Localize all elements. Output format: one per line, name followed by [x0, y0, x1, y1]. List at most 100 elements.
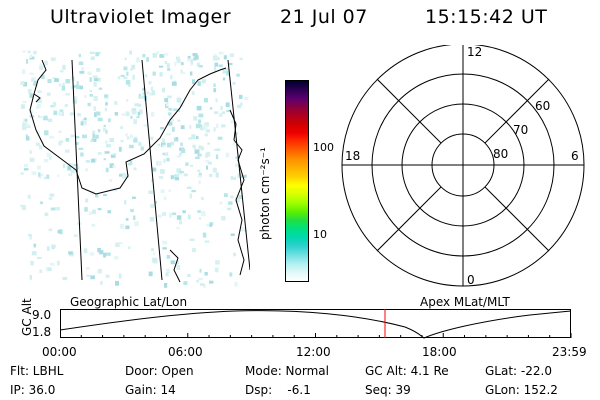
- emission-pixel: [27, 88, 32, 94]
- emission-pixel: [177, 171, 182, 175]
- emission-pixel: [193, 116, 198, 121]
- gc-alt-value: GC Alt: 4.1 Re: [365, 364, 449, 378]
- emission-pixel: [89, 77, 92, 82]
- emission-pixel: [215, 98, 218, 103]
- emission-pixel: [49, 136, 54, 139]
- emission-pixel: [205, 155, 208, 158]
- emission-pixel: [241, 175, 246, 179]
- emission-pixel: [189, 125, 192, 129]
- emission-pixel: [164, 283, 168, 288]
- emission-pixel: [130, 68, 133, 71]
- emission-pixel: [215, 148, 221, 151]
- emission-pixel: [176, 215, 182, 220]
- gc-alt-max: 9.0: [32, 308, 52, 322]
- emission-pixel: [104, 107, 108, 112]
- emission-pixel: [106, 252, 111, 256]
- emission-pixel: [226, 109, 231, 113]
- emission-pixel: [160, 189, 165, 193]
- emission-pixel: [130, 208, 134, 213]
- emission-pixel: [126, 71, 129, 76]
- emission-pixel: [189, 193, 192, 199]
- emission-pixel: [219, 201, 223, 205]
- emission-pixel: [62, 64, 66, 70]
- emission-pixel: [176, 265, 181, 270]
- emission-pixel: [98, 250, 104, 255]
- emission-pixel: [47, 246, 50, 251]
- coastline: [33, 93, 41, 103]
- emission-pixel: [170, 260, 175, 265]
- emission-pixel: [200, 283, 205, 286]
- emission-pixel: [89, 51, 95, 54]
- emission-pixel: [48, 197, 53, 200]
- emission-pixel: [20, 81, 25, 85]
- emission-pixel: [127, 83, 131, 87]
- emission-pixel: [70, 86, 74, 90]
- emission-pixel: [98, 77, 101, 82]
- emission-pixel: [215, 172, 219, 178]
- emission-pixel: [84, 207, 88, 212]
- emission-pixel: [97, 269, 102, 274]
- dsp-value: Dsp: -6.1: [245, 383, 311, 397]
- emission-pixel: [159, 54, 165, 58]
- filter-value: Flt: LBHL: [10, 364, 64, 378]
- x-tick-2359: 23:59: [552, 345, 587, 359]
- emission-pixel: [44, 130, 49, 136]
- emission-pixel: [58, 130, 62, 133]
- emission-pixel: [223, 55, 227, 60]
- emission-pixel: [130, 115, 133, 119]
- emission-pixel: [105, 129, 108, 134]
- time-ticks: [60, 333, 572, 338]
- emission-pixel: [151, 90, 156, 96]
- emission-pixel: [113, 187, 118, 192]
- emission-pixel: [169, 115, 173, 118]
- emission-pixel: [205, 152, 209, 157]
- emission-pixel: [83, 117, 87, 120]
- emission-pixel: [50, 207, 56, 211]
- emission-pixel: [151, 112, 155, 117]
- emission-pixel: [235, 156, 240, 159]
- emission-pixel: [209, 280, 214, 284]
- emission-pixel: [108, 118, 111, 123]
- emission-pixel: [183, 173, 188, 177]
- emission-pixel: [196, 135, 199, 140]
- emission-pixel: [150, 203, 155, 208]
- emission-pixel: [109, 178, 112, 183]
- emission-pixel: [20, 172, 24, 175]
- emission-pixel: [139, 109, 143, 115]
- emission-pixel: [228, 201, 233, 205]
- emission-pixel: [136, 116, 140, 119]
- emission-pixel: [93, 106, 96, 111]
- emission-pixel: [197, 153, 202, 157]
- emission-pixel: [94, 112, 97, 118]
- emission-pixel: [31, 251, 37, 256]
- emission-pixel: [200, 124, 203, 128]
- emission-pixel: [84, 120, 87, 125]
- emission-pixel: [37, 257, 42, 259]
- emission-pixel: [137, 111, 140, 116]
- emission-pixel: [84, 95, 87, 98]
- emission-pixel: [180, 69, 183, 74]
- emission-pixel: [28, 233, 32, 237]
- emission-pixel: [78, 53, 81, 58]
- emission-pixel: [43, 158, 49, 163]
- mlt-label-18: 18: [345, 149, 360, 163]
- emission-pixel: [104, 94, 109, 98]
- emission-pixel: [231, 176, 237, 180]
- emission-pixel: [58, 141, 62, 146]
- emission-pixel: [234, 281, 238, 287]
- emission-pixel: [177, 119, 181, 122]
- emission-pixel: [68, 251, 73, 255]
- emission-pixel: [225, 152, 230, 158]
- emission-pixel: [58, 83, 62, 87]
- emission-pixel: [64, 104, 68, 107]
- emission-pixel: [133, 167, 137, 171]
- emission-pixel: [125, 133, 128, 137]
- emission-pixel: [132, 107, 136, 110]
- emission-pixel: [160, 142, 166, 148]
- emission-pixel: [174, 177, 180, 181]
- emission-pixel: [73, 85, 78, 88]
- emission-pixel: [144, 74, 148, 78]
- emission-pixel: [201, 196, 204, 201]
- emission-pixel: [44, 212, 49, 216]
- emission-pixel: [191, 91, 195, 96]
